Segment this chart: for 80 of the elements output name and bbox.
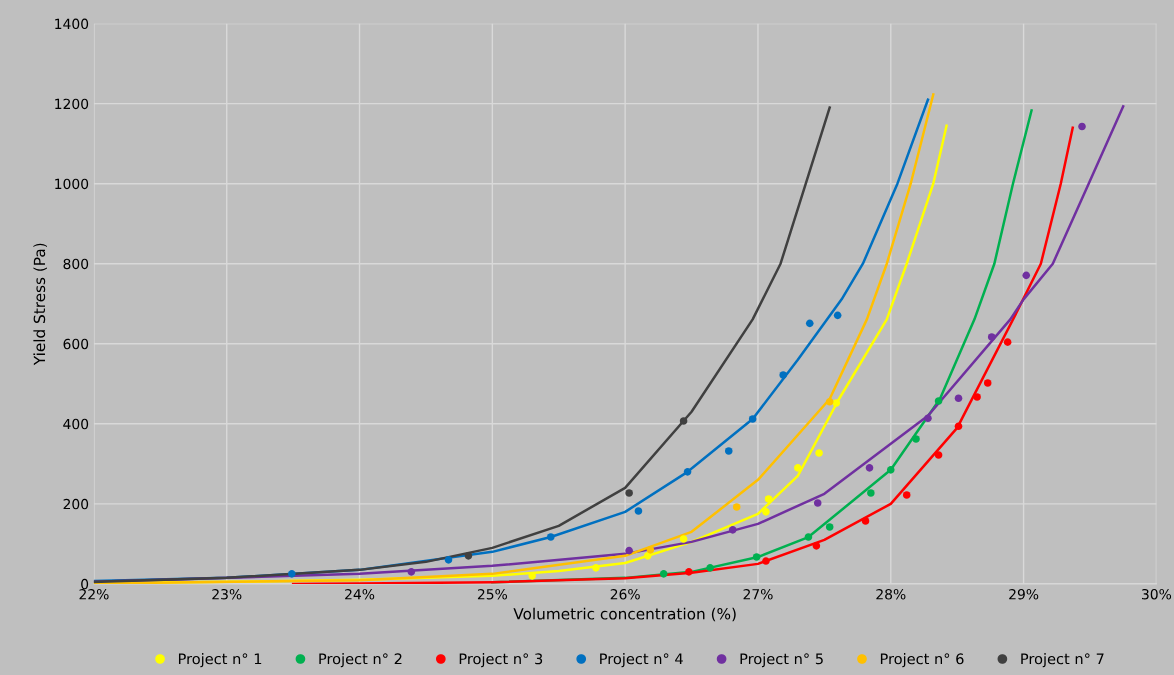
point [679, 417, 688, 425]
point [815, 449, 823, 457]
y-tick-label: 400 [63, 418, 89, 430]
x-tick-label: 30% [1142, 588, 1172, 600]
y-tick-label: 200 [63, 498, 89, 510]
x-tick-label: 23% [212, 588, 242, 600]
point [646, 546, 655, 554]
x-tick-label: 27% [743, 588, 773, 600]
point [679, 535, 688, 543]
point [924, 414, 932, 423]
point [825, 523, 834, 531]
point [288, 570, 296, 578]
point [659, 570, 668, 578]
point [867, 489, 875, 497]
y-tick-label: 1200 [55, 98, 89, 110]
point [1078, 122, 1086, 131]
point [546, 533, 555, 541]
point [934, 451, 943, 459]
point [983, 379, 992, 387]
point [683, 468, 692, 476]
point [752, 553, 761, 561]
point [861, 517, 870, 525]
legend-label: Project n° 5 [740, 653, 823, 668]
point [804, 533, 813, 541]
point [886, 466, 895, 474]
y-tick-label: 1400 [55, 18, 89, 30]
y-tick-label: 1000 [55, 178, 89, 190]
point [724, 447, 733, 455]
point [762, 557, 770, 565]
y-tick-label: 800 [63, 258, 89, 270]
point [805, 319, 814, 328]
point [625, 546, 633, 555]
x-tick-label: 29% [1009, 588, 1039, 600]
point [732, 503, 741, 511]
x-tick-label: 22% [79, 588, 109, 600]
point [934, 397, 943, 405]
point [779, 371, 787, 379]
point [912, 435, 920, 443]
line-series [291, 126, 1074, 584]
point [954, 394, 963, 402]
y-tick-label: 600 [63, 338, 89, 350]
legend-label: Project n° 1 [178, 653, 262, 668]
point [812, 542, 821, 550]
point [764, 495, 773, 503]
x-tick-label: 24% [345, 588, 375, 600]
x-tick-label: 28% [876, 588, 906, 600]
point [832, 399, 841, 407]
x-axis-title: Volumetric concentration (%) [513, 607, 736, 622]
legend-label: Project n° 6 [880, 653, 964, 668]
point [685, 568, 693, 576]
x-tick-label: 25% [477, 588, 508, 600]
point [706, 564, 714, 572]
point [643, 552, 652, 560]
point [987, 333, 996, 341]
point [813, 499, 822, 507]
point [954, 422, 963, 431]
point [794, 464, 802, 472]
point [762, 508, 770, 516]
point [1022, 271, 1031, 280]
y-axis-title: Yield Stress (Pa) [33, 243, 47, 366]
point [625, 489, 633, 497]
point [1003, 338, 1012, 346]
point [634, 507, 643, 515]
point [444, 556, 453, 564]
legend-label: Project n° 2 [319, 653, 402, 668]
point [973, 393, 981, 401]
point [464, 552, 473, 560]
point [825, 397, 834, 406]
legend-label: Project n° 3 [459, 653, 543, 668]
point [407, 568, 416, 576]
point [592, 564, 600, 572]
legend-label: Project n° 4 [600, 653, 683, 668]
point [865, 464, 874, 472]
point [728, 526, 737, 534]
x-tick-label: 26% [610, 588, 640, 600]
point [833, 311, 842, 320]
point [902, 491, 911, 499]
point [748, 415, 757, 423]
y-tick-label: 0 [81, 578, 89, 590]
legend-label: Project n° 7 [1021, 653, 1104, 668]
